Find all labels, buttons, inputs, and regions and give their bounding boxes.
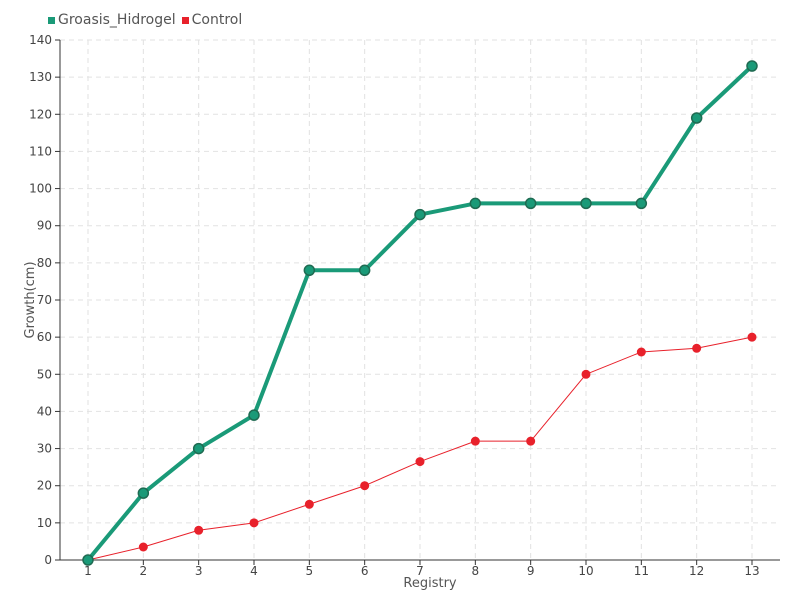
legend-swatch-groasis bbox=[48, 16, 55, 24]
data-point-control bbox=[636, 347, 646, 357]
y-tick-label: 70 bbox=[37, 293, 52, 307]
data-point-control bbox=[747, 332, 757, 342]
data-point-groasis bbox=[303, 264, 316, 277]
data-point-groasis bbox=[580, 197, 592, 210]
y-tick-label: 20 bbox=[37, 479, 52, 493]
data-point-control bbox=[304, 499, 314, 509]
y-tick-label: 100 bbox=[29, 182, 52, 196]
y-tick-label: 80 bbox=[37, 256, 52, 270]
data-point-groasis bbox=[690, 112, 703, 124]
data-point-control bbox=[526, 436, 536, 446]
x-tick-label: 2 bbox=[140, 564, 148, 578]
data-point-groasis bbox=[469, 197, 482, 210]
y-tick-label: 130 bbox=[29, 70, 52, 84]
data-point-groasis bbox=[137, 487, 150, 499]
y-tick-label: 120 bbox=[29, 107, 52, 121]
x-tick-label: 10 bbox=[578, 564, 593, 578]
x-tick-label: 6 bbox=[361, 564, 369, 578]
data-point-groasis bbox=[248, 409, 260, 421]
data-point-groasis bbox=[524, 197, 537, 210]
legend: Groasis_Hidrogel Control bbox=[48, 12, 248, 28]
x-tick-label: 13 bbox=[744, 564, 759, 578]
data-point-control bbox=[138, 542, 148, 552]
y-tick-label: 110 bbox=[29, 144, 52, 158]
data-point-groasis bbox=[635, 197, 648, 210]
data-point-groasis bbox=[746, 60, 758, 72]
data-point-control bbox=[249, 518, 259, 528]
legend-label-groasis: Groasis_Hidrogel bbox=[58, 12, 176, 28]
x-axis-label: Registry bbox=[403, 576, 457, 591]
y-tick-label: 10 bbox=[37, 516, 52, 530]
y-tick-label: 0 bbox=[44, 553, 52, 567]
data-point-groasis bbox=[192, 442, 205, 455]
legend-item-control[interactable]: Control bbox=[181, 12, 243, 28]
data-point-groasis bbox=[414, 208, 426, 221]
y-tick-label: 40 bbox=[37, 404, 52, 418]
x-tick-label: 1 bbox=[84, 564, 92, 578]
data-point-groasis bbox=[82, 554, 94, 566]
y-axis-label: Growth(cm) bbox=[23, 261, 38, 338]
y-tick-label: 50 bbox=[37, 367, 52, 381]
data-point-groasis bbox=[358, 264, 371, 277]
data-point-control bbox=[194, 525, 204, 535]
x-tick-label: 5 bbox=[306, 564, 314, 578]
data-point-control bbox=[415, 457, 425, 467]
legend-label-control: Control bbox=[191, 12, 243, 28]
data-point-control bbox=[692, 343, 702, 353]
data-point-control bbox=[581, 369, 591, 379]
x-tick-label: 12 bbox=[689, 564, 704, 578]
x-tick-label: 11 bbox=[634, 564, 649, 578]
x-tick-label: 7 bbox=[416, 564, 424, 578]
legend-swatch-control bbox=[181, 16, 189, 24]
y-tick-label: 90 bbox=[37, 219, 52, 233]
legend-item-groasis[interactable]: Groasis_Hidrogel bbox=[48, 12, 176, 28]
y-tick-label: 140 bbox=[29, 33, 52, 47]
x-tick-label: 3 bbox=[195, 564, 203, 578]
data-point-control bbox=[470, 436, 480, 446]
x-tick-label: 8 bbox=[472, 564, 480, 578]
x-tick-label: 9 bbox=[527, 564, 535, 578]
y-tick-label: 60 bbox=[37, 330, 52, 344]
data-point-control bbox=[360, 481, 370, 491]
x-tick-label: 4 bbox=[250, 564, 258, 578]
y-tick-label: 30 bbox=[37, 442, 52, 456]
